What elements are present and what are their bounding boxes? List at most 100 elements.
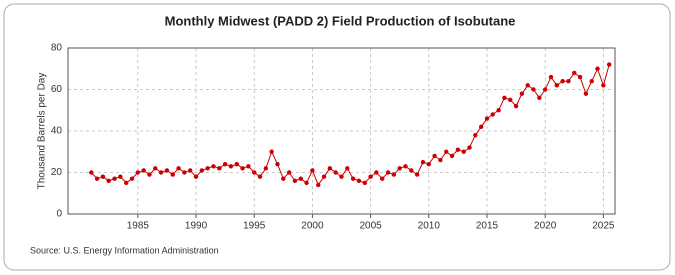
- data-point: [240, 166, 245, 171]
- data-point: [380, 176, 385, 181]
- chart-frame: [3, 3, 671, 271]
- data-point: [432, 153, 437, 159]
- data-point: [129, 176, 135, 181]
- source: Source: U.S. Energy Information Administ…: [30, 245, 219, 255]
- data-point: [106, 178, 111, 183]
- data-point: [368, 174, 373, 179]
- data-point: [182, 170, 187, 175]
- data-point: [583, 91, 589, 96]
- y-tick-label: 20: [51, 167, 63, 178]
- data-point: [513, 103, 519, 109]
- data-point: [333, 170, 338, 175]
- data-point: [118, 174, 123, 179]
- x-tick-label: 2020: [534, 221, 557, 232]
- x-tick-label: 1990: [185, 221, 208, 232]
- data-point: [461, 149, 466, 154]
- data-point: [228, 164, 234, 169]
- data-point: [601, 83, 606, 88]
- data-point: [199, 168, 205, 173]
- data-point: [252, 170, 257, 175]
- data-point: [217, 166, 222, 171]
- data-point: [123, 180, 129, 186]
- data-point: [537, 95, 542, 101]
- data-point: [577, 74, 583, 80]
- data-point: [153, 166, 158, 171]
- data-point: [211, 164, 216, 169]
- data-point: [263, 166, 269, 171]
- data-point: [100, 174, 106, 179]
- data-point: [345, 166, 350, 171]
- data-point: [572, 70, 577, 76]
- x-tick-label: 2000: [301, 221, 324, 232]
- data-point: [205, 166, 210, 171]
- data-point: [455, 147, 461, 152]
- data-point: [531, 87, 536, 92]
- data-point: [467, 145, 472, 150]
- data-point: [490, 112, 495, 117]
- data-point: [339, 174, 344, 179]
- data-point: [321, 174, 327, 179]
- data-point: [502, 95, 507, 101]
- data-point: [385, 170, 391, 175]
- y-tick-label: 0: [56, 209, 62, 220]
- y-tick-label: 40: [51, 126, 63, 137]
- data-point: [292, 178, 298, 183]
- data-point: [193, 174, 199, 179]
- data-point: [164, 168, 170, 173]
- data-point: [548, 74, 554, 80]
- data-point: [310, 168, 315, 173]
- data-point: [147, 172, 152, 177]
- data-point: [391, 172, 397, 177]
- data-point: [170, 172, 175, 177]
- data-point: [554, 83, 560, 88]
- data-point: [525, 83, 530, 88]
- data-point: [374, 170, 379, 175]
- data-point: [362, 180, 367, 186]
- data-point: [141, 168, 146, 173]
- data-point: [595, 66, 600, 71]
- data-point: [298, 176, 303, 181]
- data-point: [397, 166, 402, 171]
- data-point: [304, 180, 309, 186]
- data-point: [414, 172, 420, 177]
- data-point: [112, 176, 117, 181]
- data-point: [286, 170, 292, 175]
- data-point: [519, 91, 525, 96]
- x-tick-label: 1995: [243, 221, 266, 232]
- plot-area: [67, 47, 616, 215]
- data-point: [473, 132, 478, 138]
- x-tick-label: 2015: [476, 221, 499, 232]
- data-point: [478, 124, 484, 130]
- x-tick-label: 2010: [418, 221, 441, 232]
- data-point: [281, 176, 286, 181]
- data-point: [94, 176, 100, 181]
- x-tick-label: 1985: [127, 221, 150, 232]
- data-point: [426, 162, 431, 167]
- y-tick-label: 80: [51, 43, 63, 54]
- data-point: [566, 79, 571, 84]
- data-point: [606, 62, 612, 67]
- data-point: [257, 174, 263, 179]
- data-point: [438, 157, 443, 163]
- data-point: [188, 168, 193, 173]
- data-point: [484, 116, 490, 121]
- data-point: [89, 170, 94, 175]
- data-point: [542, 87, 548, 92]
- data-point: [222, 162, 228, 167]
- data-point: [589, 79, 594, 84]
- data-point: [508, 97, 513, 103]
- data-point: [176, 166, 181, 171]
- x-tick-label: 2005: [359, 221, 382, 232]
- data-point: [444, 149, 449, 154]
- data-point: [327, 166, 333, 171]
- data-point: [135, 170, 141, 175]
- data-point: [275, 162, 280, 167]
- chart-title: Monthly Midwest (PADD 2) Field Productio…: [165, 13, 516, 28]
- data-point: [409, 168, 414, 173]
- data-point: [158, 170, 164, 175]
- data-point: [246, 164, 251, 169]
- data-point: [269, 149, 274, 154]
- x-tick-label: 2025: [592, 221, 615, 232]
- data-point: [350, 176, 356, 181]
